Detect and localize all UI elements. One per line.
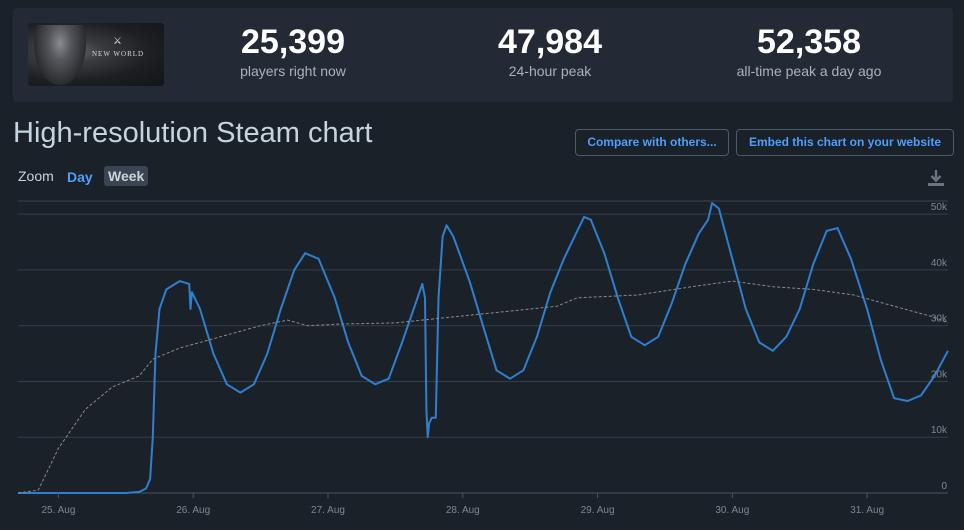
- stat-label: players right now: [240, 63, 346, 79]
- embed-button[interactable]: Embed this chart on your website: [736, 129, 954, 156]
- stat-label: all-time peak a day ago: [736, 63, 882, 79]
- y-tick-label: 50k: [931, 202, 948, 213]
- players-chart[interactable]: 0 10k 20k 30k 40k 50k 25. Aug 26. Aug 27. Aug 28.…: [0, 195, 964, 525]
- stat-players-now: 25,399 players right now: [183, 22, 403, 80]
- zoom-label: Zoom: [18, 168, 54, 184]
- y-tick-label: 0: [941, 481, 947, 492]
- x-tick-label: 30. Aug: [715, 505, 749, 516]
- y-tick-label: 40k: [931, 258, 948, 269]
- stat-label: 24-hour peak: [508, 63, 592, 79]
- crossed-axes-icon: ⚔: [113, 36, 122, 47]
- game-logo-text: NEW WORLD: [92, 50, 145, 58]
- zoom-week-button[interactable]: Week: [104, 166, 149, 186]
- x-tick-label: 25. Aug: [41, 505, 75, 516]
- compare-button[interactable]: Compare with others...: [575, 129, 729, 156]
- players-line[interactable]: [18, 202, 949, 494]
- x-tick-label: 28. Aug: [446, 505, 480, 516]
- stat-value: 47,984: [498, 23, 602, 61]
- stat-all-time-peak: 52,358 all-time peak a day ago: [699, 22, 919, 80]
- page-title: High-resolution Steam chart: [13, 117, 373, 149]
- stat-24h-peak: 47,984 24-hour peak: [440, 22, 660, 80]
- x-tick-label: 31. Aug: [850, 505, 884, 516]
- stat-value: 25,399: [241, 23, 345, 61]
- x-tick-label: 29. Aug: [581, 505, 615, 516]
- y-tick-label: 30k: [931, 314, 948, 325]
- game-art: [34, 25, 86, 85]
- stat-value: 52,358: [757, 23, 861, 61]
- y-tick-label: 20k: [931, 369, 948, 380]
- game-thumbnail[interactable]: ⚔ NEW WORLD: [28, 23, 164, 86]
- zoom-day-button[interactable]: Day: [67, 169, 93, 185]
- stats-panel: ⚔ NEW WORLD 25,399 players right now 47,…: [13, 8, 953, 102]
- y-tick-label: 10k: [931, 425, 948, 436]
- average-line: [17, 280, 949, 494]
- download-icon[interactable]: [926, 168, 946, 188]
- x-tick-label: 27. Aug: [311, 505, 345, 516]
- x-tick-label: 26. Aug: [176, 505, 210, 516]
